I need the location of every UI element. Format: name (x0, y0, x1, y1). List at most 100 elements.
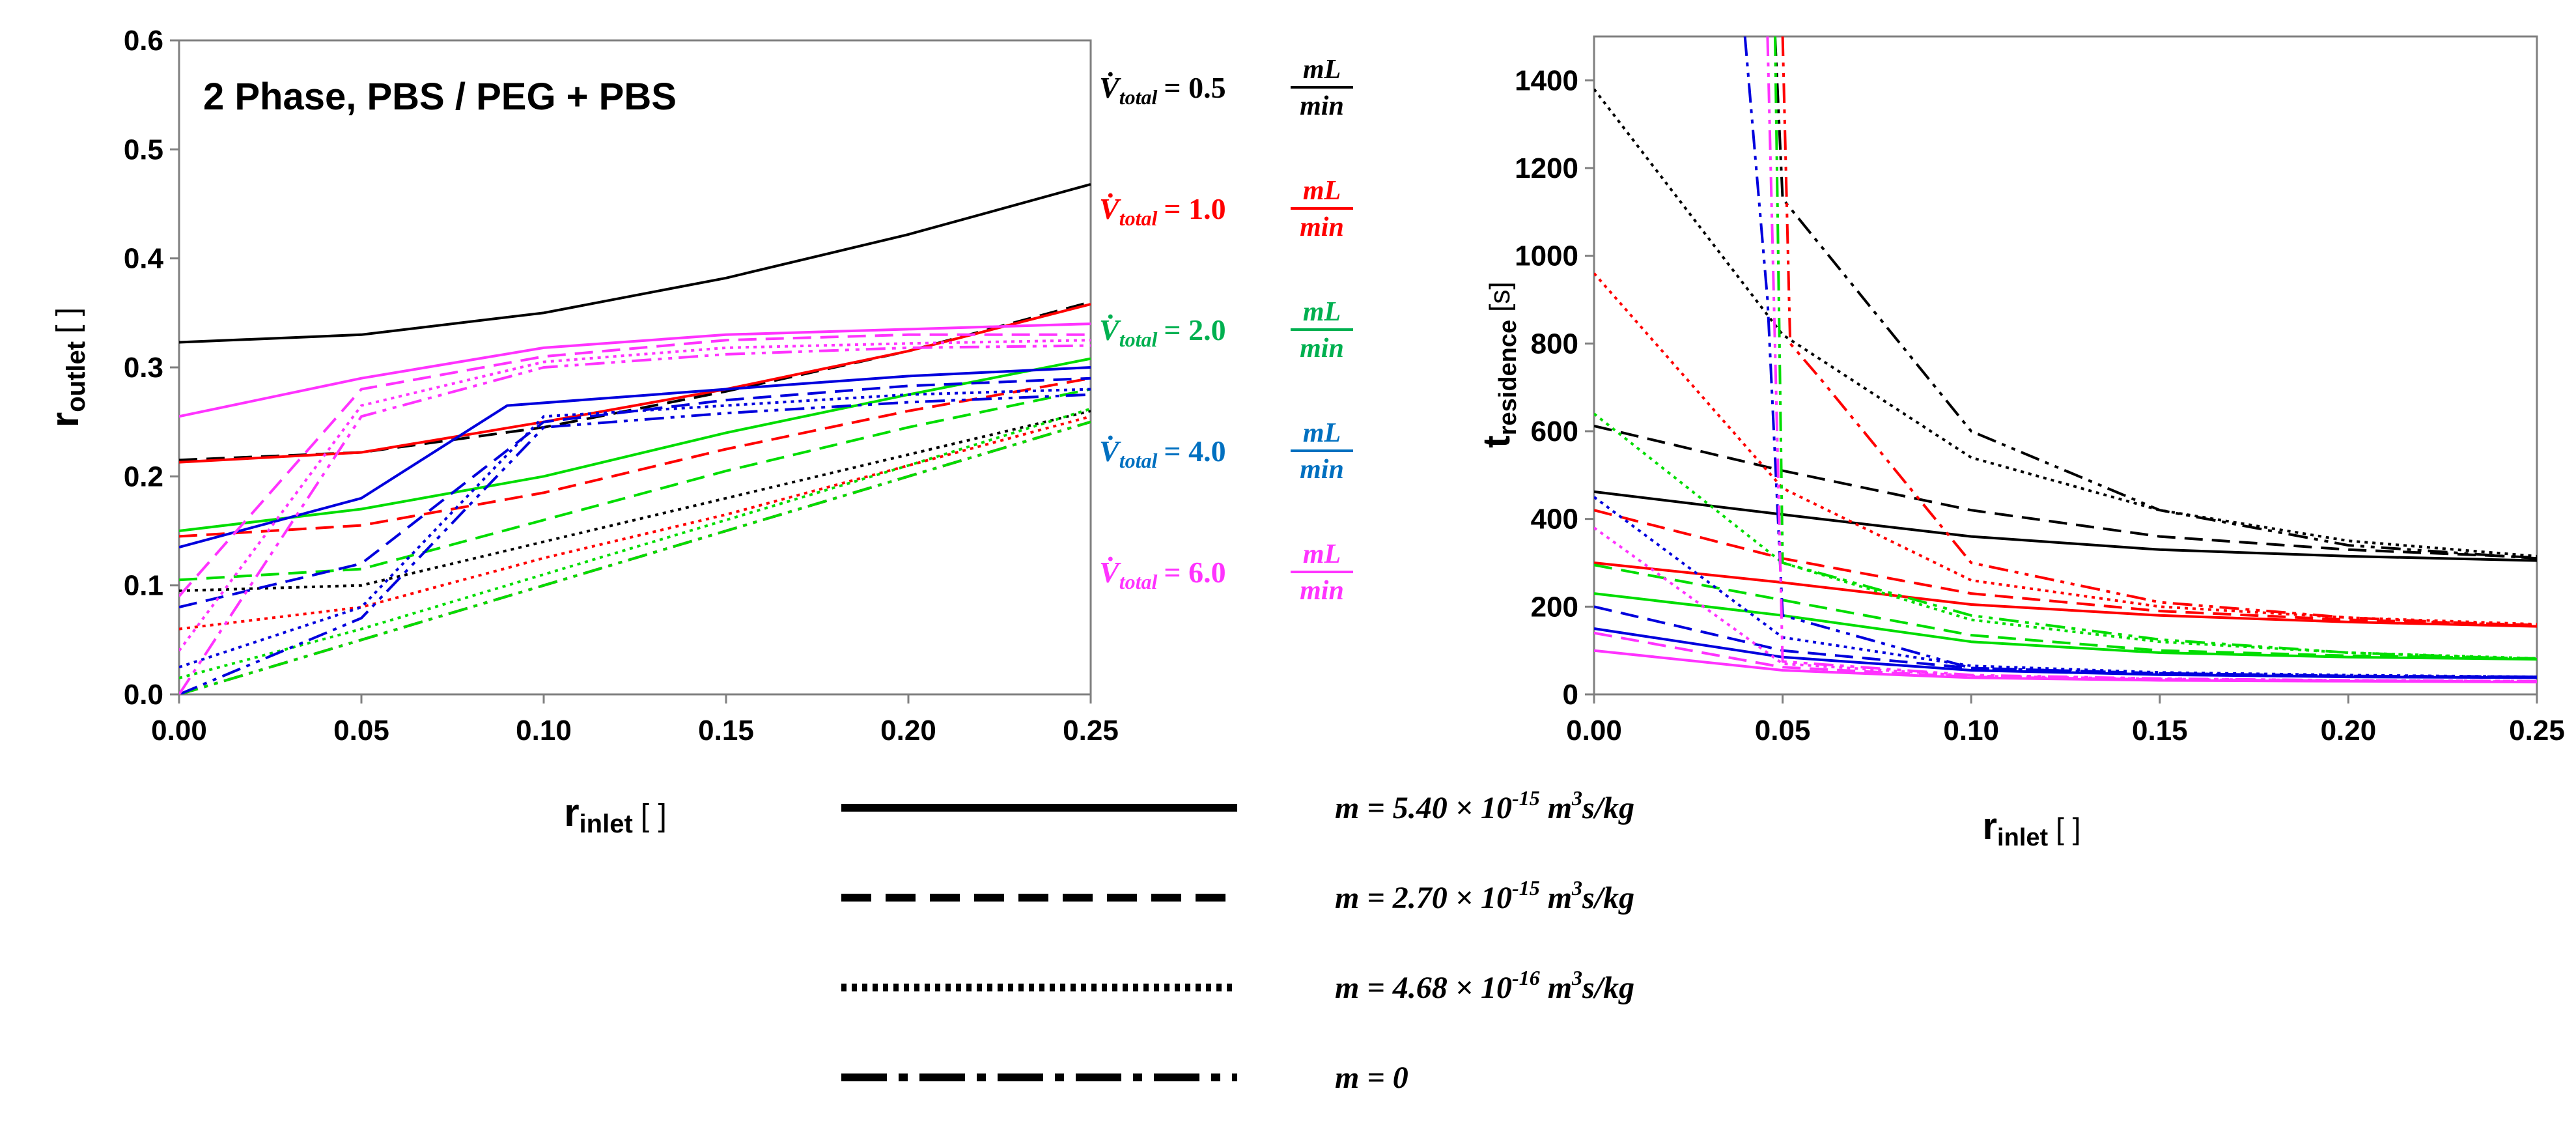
flow-symbol-sub: total (1119, 328, 1158, 351)
line-legend-label: m = 5.40 × 10-15 m3s/kg (1335, 786, 1634, 825)
left-series-0-5-ml-min-m-5-40e-15 (179, 182, 1091, 344)
right-series-0-5-ml-min-m-2-70e-15 (1594, 424, 2537, 559)
flow-symbol: V̇ (1099, 556, 1121, 589)
flow-value: = 4.0 (1164, 434, 1225, 468)
flow-symbol-sub: total (1119, 449, 1158, 472)
right-xlabel-unit: [ ] (2056, 812, 2080, 846)
right-series-1-0-ml-min-m-4-68e-16 (1594, 272, 2537, 626)
flow-unit-numerator: mL (1303, 176, 1341, 206)
left-series-6-0-ml-min-m-0 (179, 344, 1091, 694)
line-legend-entry: m = 2.70 × 10-15 m3s/kg (841, 876, 1634, 915)
flow-unit-denominator: min (1300, 212, 1344, 242)
line-legend-unit-exponent: 3 (1571, 786, 1582, 810)
right-series-4-0-ml-min-m-0 (1743, 36, 2537, 679)
line-legend-exponent: -15 (1512, 876, 1540, 900)
left-series-group (179, 182, 1091, 694)
right-ytick-label: 1000 (1515, 240, 1578, 272)
left-ytick-label: 0.1 (124, 570, 163, 602)
right-ticks-group: 0.00 0.05 0.10 0.15 0.20 0.25 0 200 400 600 800 100… (1515, 64, 2565, 746)
right-series-clip (1594, 36, 2537, 684)
line-legend-label: m = 0 (1335, 1060, 1408, 1095)
line-legend-unit-rest: s/kg (1582, 971, 1634, 1005)
flow-unit-numerator: mL (1303, 297, 1341, 327)
right-xtick-label: 0.15 (2132, 715, 2188, 746)
flow-legend-label: V̇total = 1.0 (1099, 192, 1226, 230)
right-series-1-0-ml-min-m-0 (1781, 36, 2537, 628)
flow-value: = 2.0 (1164, 313, 1225, 347)
line-legend-label: m = 2.70 × 10-15 m3s/kg (1335, 876, 1634, 915)
line-legend-prefix: m = 5.40 × 10 (1335, 791, 1512, 825)
right-ytick-label: 1200 (1515, 152, 1578, 184)
right-series-1-0-ml-min-m-2-70e-15 (1594, 509, 2537, 627)
left-xtick-label: 0.00 (151, 715, 207, 746)
left-series-2-0-ml-min-m-4-68e-16 (179, 407, 1091, 679)
flow-legend-label: V̇total = 6.0 (1099, 556, 1226, 593)
line-legend-prefix: m = 4.68 × 10 (1335, 971, 1512, 1005)
left-chart-title: 2 Phase, PBS / PEG + PBS (203, 76, 677, 118)
flow-legend-label: V̇total = 2.0 (1099, 313, 1226, 351)
right-ylabel-sub: residence (1494, 320, 1522, 435)
flow-legend-label: V̇total = 4.0 (1099, 434, 1226, 472)
left-series-2-0-ml-min-m-0 (179, 420, 1091, 694)
flow-legend-entry: V̇total = 2.0 mL min (1099, 297, 1353, 363)
right-xtick-label: 0.05 (1755, 715, 1811, 746)
line-legend-unit-rest: s/kg (1582, 791, 1634, 825)
flow-unit-denominator: min (1300, 576, 1344, 606)
flow-unit-denominator: min (1300, 455, 1344, 485)
flow-symbol-sub: total (1119, 206, 1158, 230)
right-ylabel-unit: [s] (1484, 281, 1516, 311)
line-legend-unit-exponent: 3 (1571, 966, 1582, 989)
right-series-4-0-ml-min-m-4-68e-16 (1594, 496, 2537, 679)
right-ytick-label: 1400 (1515, 64, 1578, 96)
line-legend-prefix: m = 0 (1335, 1060, 1408, 1095)
left-series-2-0-ml-min-m-2-70e-15 (179, 388, 1091, 582)
left-xtick-label: 0.10 (516, 715, 572, 746)
flow-value: = 0.5 (1164, 71, 1225, 104)
left-xlabel-sub: inlet (580, 810, 633, 838)
line-legend-entry: m = 0 (841, 1060, 1408, 1095)
flow-value: = 1.0 (1164, 192, 1225, 225)
left-xlabel-main: r (564, 791, 579, 834)
left-series-4-0-ml-min-m-5-40e-15 (179, 366, 1091, 549)
right-ytick-label: 600 (1531, 416, 1578, 448)
left-ticks-group: 0.00 0.05 0.10 0.15 0.20 0.25 0.0 0.1 0.2 0.3 0.4 0… (124, 25, 1119, 746)
flow-legend-entry: V̇total = 0.5 mL min (1099, 55, 1353, 121)
left-ytick-label: 0.6 (124, 25, 163, 57)
right-xlabel-sub: inlet (1997, 824, 2048, 851)
left-series-6-0-ml-min-m-5-40e-15 (179, 322, 1091, 418)
line-legend-exponent: -15 (1512, 786, 1540, 810)
line-legend-unit: m (1540, 881, 1572, 915)
left-ylabel-sub: outlet (62, 341, 91, 412)
right-chart: 0.00 0.05 0.10 0.15 0.20 0.25 0 200 400 600 800 100… (1476, 35, 2565, 851)
flow-unit-numerator: mL (1303, 418, 1341, 448)
flow-legend-entry: V̇total = 6.0 mL min (1099, 539, 1353, 606)
right-xtick-label: 0.25 (2509, 715, 2565, 746)
right-series-0-5-ml-min-m-4-68e-16 (1594, 88, 2537, 558)
right-ytick-label: 0 (1563, 679, 1578, 711)
flow-symbol-sub: total (1119, 85, 1158, 109)
line-legend-entry: m = 4.68 × 10-16 m3s/kg (841, 966, 1634, 1005)
svg-text:routlet[ ]: routlet [ ] (43, 307, 91, 427)
left-series-1-0-ml-min-m-5-40e-15 (179, 302, 1091, 464)
left-y-axis-label: routlet [ ] (43, 307, 91, 427)
right-ytick-label: 400 (1531, 504, 1578, 535)
right-xtick-label: 0.20 (2321, 715, 2377, 746)
line-style-legend: m = 5.40 × 10-15 m3s/kgm = 2.70 × 10-15 … (841, 786, 1634, 1095)
line-legend-exponent: -16 (1512, 966, 1540, 989)
line-legend-label: m = 4.68 × 10-16 m3s/kg (1335, 966, 1634, 1005)
line-legend-unit: m (1540, 971, 1572, 1005)
right-series-2-0-ml-min-m-2-70e-15 (1594, 563, 2537, 660)
right-series-group (1594, 36, 2537, 684)
right-xtick-label: 0.00 (1566, 715, 1622, 746)
left-xtick-label: 0.05 (333, 715, 389, 746)
left-series-4-0-ml-min-m-0 (179, 393, 1091, 694)
left-ytick-label: 0.3 (124, 352, 163, 384)
right-y-axis-label: tresidence [s] (1476, 281, 1522, 448)
right-plot-frame (1593, 35, 2538, 696)
right-series-0-5-ml-min-m-0 (1774, 36, 2537, 560)
flow-symbol-sub: total (1119, 570, 1158, 593)
left-xtick-label: 0.20 (880, 715, 936, 746)
left-ylabel-unit: [ ] (51, 307, 85, 334)
left-x-axis-label: rinlet [ ] (564, 791, 667, 838)
left-xtick-label: 0.25 (1063, 715, 1119, 746)
